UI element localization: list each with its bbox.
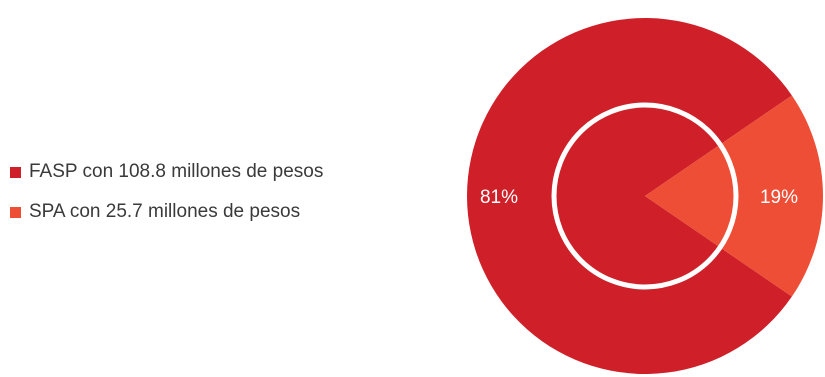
slice-label-spa: 19%: [760, 187, 798, 208]
legend-swatch-spa: [10, 206, 21, 218]
legend-label-spa: SPA con 25.7 millones de pesos: [29, 201, 301, 222]
pie-slice-fasp: [467, 17, 792, 375]
chart-legend: FASP con 108.8 millones de pesos SPA con…: [10, 158, 323, 238]
slice-label-fasp: 81%: [480, 187, 518, 208]
legend-item-fasp: FASP con 108.8 millones de pesos: [10, 158, 323, 186]
legend-swatch-fasp: [10, 166, 21, 178]
inner-ring: [551, 102, 739, 290]
legend-item-spa: SPA con 25.7 millones de pesos: [10, 198, 323, 226]
legend-label-fasp: FASP con 108.8 millones de pesos: [29, 161, 324, 182]
